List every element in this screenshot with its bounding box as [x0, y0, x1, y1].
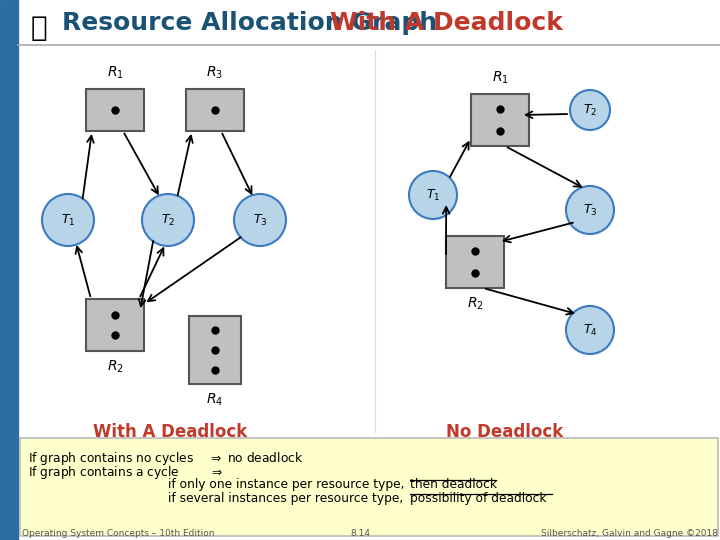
- Text: then deadlock: then deadlock: [410, 478, 497, 491]
- Text: $T_1$: $T_1$: [426, 187, 440, 202]
- Text: $R_4$: $R_4$: [207, 392, 224, 408]
- Text: With A Deadlock: With A Deadlock: [93, 423, 247, 441]
- Bar: [86, 299, 144, 351]
- Text: $R_1$: $R_1$: [492, 70, 508, 86]
- Text: No Deadlock: No Deadlock: [446, 423, 564, 441]
- Text: $T_4$: $T_4$: [582, 322, 598, 338]
- Bar: [471, 94, 529, 146]
- Text: possibility of deadlock: possibility of deadlock: [410, 492, 546, 505]
- Text: If graph contains a cycle        $\Rightarrow$: If graph contains a cycle $\Rightarrow$: [28, 464, 224, 481]
- Text: 8.14: 8.14: [350, 529, 370, 538]
- Text: If graph contains no cycles    $\Rightarrow$ no deadlock: If graph contains no cycles $\Rightarrow…: [28, 450, 304, 467]
- Circle shape: [566, 306, 614, 354]
- Text: $T_3$: $T_3$: [253, 212, 267, 227]
- Text: $R_2$: $R_2$: [467, 296, 483, 313]
- Text: $R_1$: $R_1$: [107, 65, 123, 81]
- Text: $T_1$: $T_1$: [60, 212, 75, 227]
- Bar: [189, 316, 241, 384]
- Text: With A Deadlock: With A Deadlock: [330, 11, 563, 35]
- Bar: [446, 236, 504, 288]
- Circle shape: [566, 186, 614, 234]
- Bar: [86, 89, 144, 131]
- Text: 🦕: 🦕: [31, 14, 48, 42]
- Circle shape: [409, 171, 457, 219]
- Text: if several instances per resource type,: if several instances per resource type,: [168, 492, 407, 505]
- Circle shape: [142, 194, 194, 246]
- Bar: [0, 0, 18, 540]
- Bar: [186, 89, 244, 131]
- Text: Resource Allocation Graph: Resource Allocation Graph: [62, 11, 446, 35]
- Text: $R_2$: $R_2$: [107, 359, 123, 375]
- Text: Silberschatz, Galvin and Gagne ©2018: Silberschatz, Galvin and Gagne ©2018: [541, 529, 718, 538]
- Text: Operating System Concepts – 10th Edition: Operating System Concepts – 10th Edition: [22, 529, 215, 538]
- Text: $R_3$: $R_3$: [207, 65, 223, 81]
- Circle shape: [570, 90, 610, 130]
- Text: $T_3$: $T_3$: [582, 202, 598, 218]
- Text: if only one instance per resource type,: if only one instance per resource type,: [168, 478, 408, 491]
- Circle shape: [234, 194, 286, 246]
- Text: $T_2$: $T_2$: [161, 212, 175, 227]
- Circle shape: [42, 194, 94, 246]
- Bar: [20, 438, 718, 536]
- Text: $T_2$: $T_2$: [583, 103, 597, 118]
